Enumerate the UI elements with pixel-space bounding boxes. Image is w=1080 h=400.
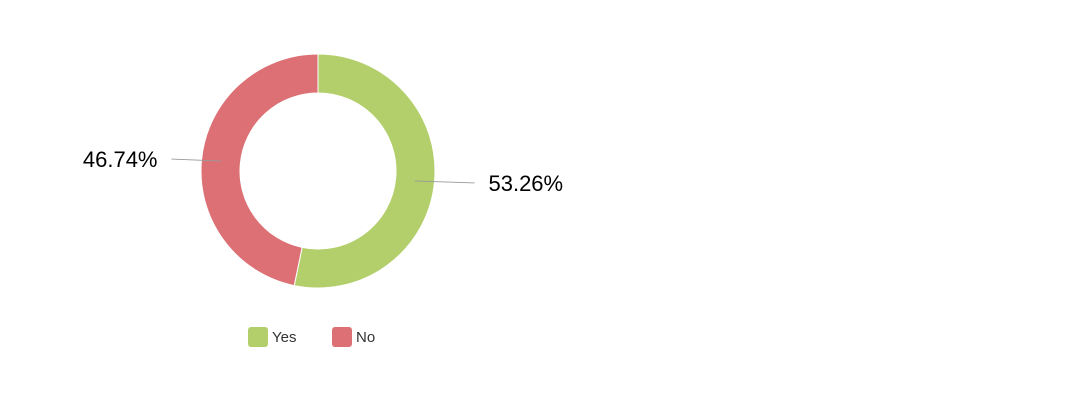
slice-yes[interactable] — [293, 53, 436, 289]
legend: Yes No — [248, 327, 375, 347]
legend-swatch-yes — [248, 327, 268, 347]
legend-item-yes[interactable]: Yes — [248, 327, 296, 347]
legend-label-yes: Yes — [272, 329, 296, 346]
labels-layer: 53.26% 46.74% — [83, 147, 563, 196]
slice-no[interactable] — [200, 53, 319, 287]
leader-line-no — [171, 158, 222, 162]
legend-swatch-no — [332, 327, 352, 347]
slices-layer — [200, 53, 436, 289]
slice-label-yes: 53.26% — [488, 171, 563, 196]
leader-line-yes — [414, 180, 475, 184]
slice-label-no: 46.74% — [83, 147, 158, 172]
legend-item-no[interactable]: No — [332, 327, 375, 347]
legend-label-no: No — [356, 329, 375, 346]
